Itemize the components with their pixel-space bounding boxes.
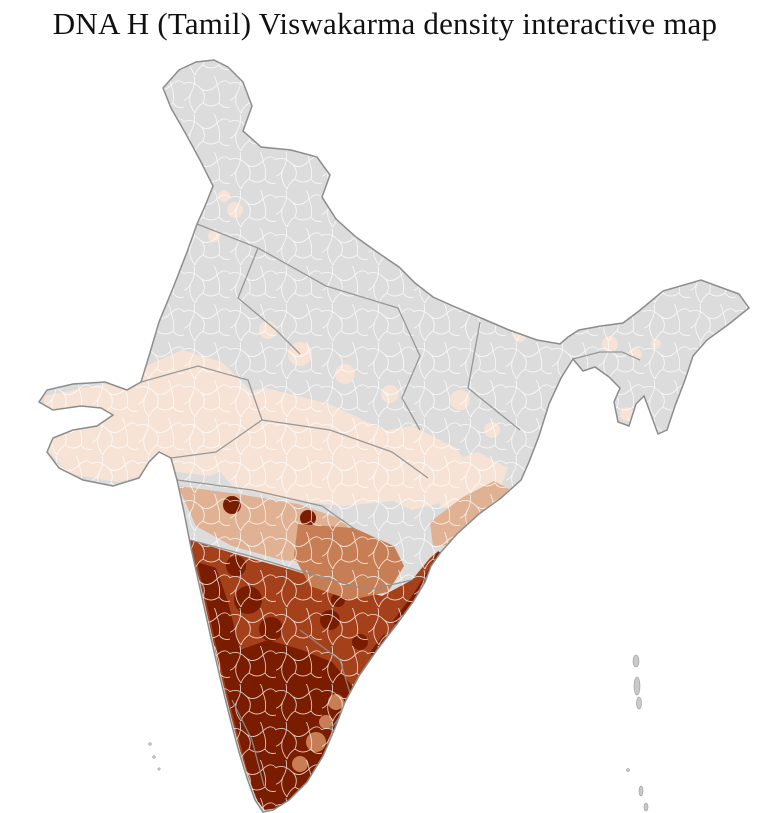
state-borders: [140, 223, 641, 787]
andaman-islands[interactable]: [626, 654, 649, 812]
lakshadweep-islands[interactable]: [148, 742, 161, 771]
page-title: DNA H (Tamil) Viswakarma density interac…: [52, 6, 718, 41]
